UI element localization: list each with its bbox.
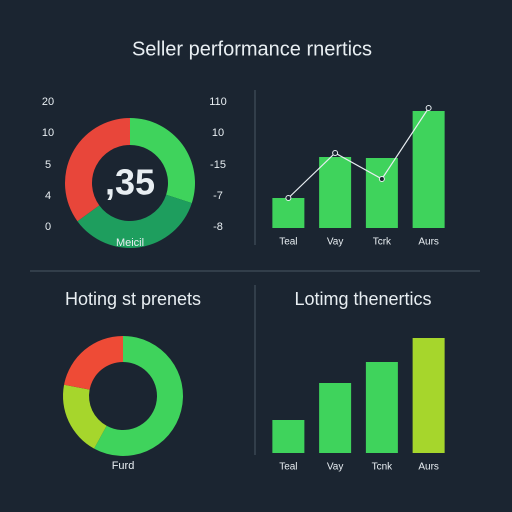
axis-label: 110	[209, 96, 227, 108]
donut-segment	[94, 336, 183, 456]
panel-title: Lotimg thenertics	[294, 289, 431, 309]
x-tick-label: Vay	[327, 462, 344, 473]
donut-segment	[130, 118, 195, 204]
x-tick-label: Tcnk	[372, 462, 394, 473]
axis-label: 5	[45, 159, 51, 171]
axis-label: 10	[42, 127, 54, 139]
axis-label: 20	[42, 96, 54, 108]
bar	[412, 338, 445, 453]
line-point	[332, 150, 339, 156]
bar	[272, 198, 305, 228]
axis-label: -15	[210, 159, 226, 171]
bar	[319, 157, 352, 228]
axis-label: 0	[45, 221, 51, 233]
donut-segment	[64, 118, 130, 222]
dashboard-title: Seller performance rnertics	[132, 38, 372, 60]
axis-label: -8	[213, 221, 223, 233]
x-tick-label: Aurs	[418, 237, 439, 248]
line-point	[378, 176, 385, 182]
x-tick-label: Tcrk	[373, 237, 392, 248]
axis-label: -7	[213, 190, 223, 202]
x-tick-label: Teal	[279, 462, 297, 473]
bar	[365, 362, 398, 453]
center-label: ,35	[105, 162, 155, 203]
x-tick-label: Aurs	[418, 462, 439, 473]
x-tick-label: Vay	[327, 237, 344, 248]
panel-title: Hoting st prenets	[65, 289, 201, 309]
x-tick-label: Teal	[279, 237, 297, 248]
line-point	[285, 195, 292, 201]
bar	[272, 420, 305, 453]
bar	[319, 383, 352, 453]
axis-label: 10	[212, 127, 224, 139]
chart-label: Furd	[112, 460, 135, 472]
chart-label: Meicil	[116, 237, 144, 249]
donut-segment	[77, 194, 192, 248]
donut-segment	[62, 384, 107, 449]
bar	[412, 111, 445, 228]
bar	[365, 158, 398, 228]
donut-segment	[64, 336, 123, 390]
line	[287, 107, 430, 199]
axis-label: 4	[45, 190, 51, 202]
line-point	[425, 105, 432, 111]
